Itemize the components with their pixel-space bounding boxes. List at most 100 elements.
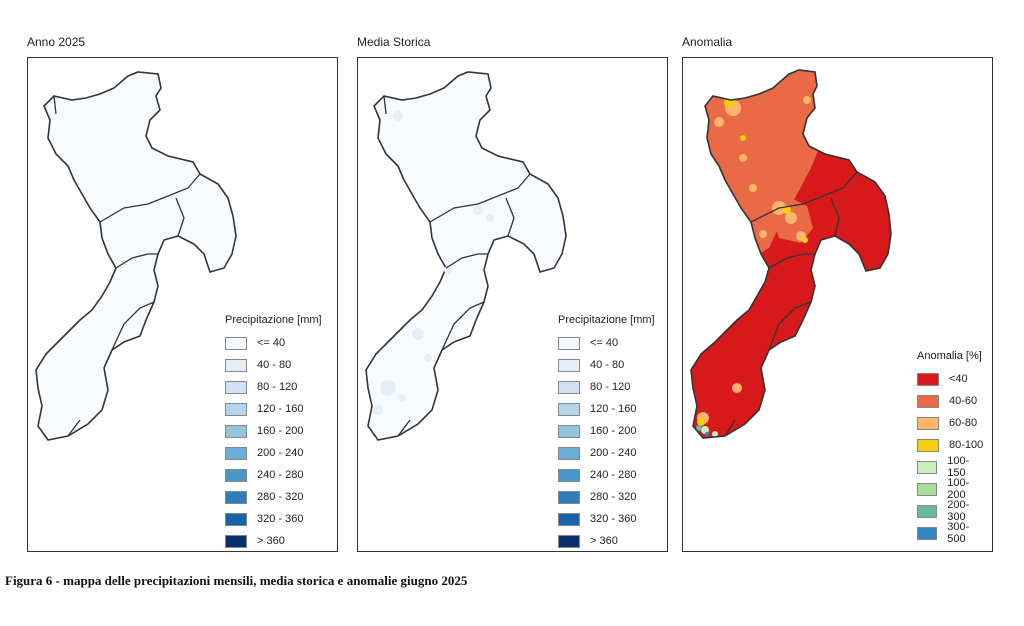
precip-legend-row: 320 - 360 <box>558 508 655 530</box>
precip-legend-swatch <box>225 490 247 504</box>
region-outline <box>365 71 567 441</box>
legend-title: Anomalia [%] <box>917 350 982 362</box>
light-blue-patches <box>373 111 494 415</box>
panel-title-media-storica: Media Storica <box>357 35 431 49</box>
precip-legend-label: 40 - 80 <box>257 359 292 371</box>
precip-legend-label: 240 - 280 <box>257 469 304 481</box>
anomaly-legend-row: 40-60 <box>917 390 984 412</box>
anomaly-legend-label: <40 <box>949 373 968 385</box>
anomaly-legend-label: 200-300 <box>947 499 970 523</box>
precip-legend-label: 80 - 120 <box>257 381 298 393</box>
precip-legend-label: > 360 <box>590 535 618 547</box>
precip-legend-swatch <box>558 512 580 526</box>
anomaly-legend-row: <40 <box>917 368 984 390</box>
precip-legend-swatch <box>558 358 580 372</box>
precip-legend-row: 40 - 80 <box>225 354 322 376</box>
precip-legend-swatch <box>225 402 247 416</box>
precip-legend-swatch <box>558 402 580 416</box>
precip-legend-row: 240 - 280 <box>558 464 655 486</box>
precip-legend-swatch <box>558 380 580 394</box>
precip-legend-row: 200 - 240 <box>225 442 322 464</box>
map-panel-anomalia: Anomalia [%] <40 40-60 60-80 80-100 100-150 1… <box>682 57 993 552</box>
precip-legend-label: 280 - 320 <box>257 491 304 503</box>
precip-legend-swatch <box>225 380 247 394</box>
precip-legend-label: 200 - 240 <box>257 447 304 459</box>
precip-legend-label: 200 - 240 <box>590 447 637 459</box>
precip-legend-label: 240 - 280 <box>590 469 637 481</box>
anomaly-legend-label: 40-60 <box>949 395 978 407</box>
map-panel-anno-2025: Precipitazione [mm] <= 40 40 - 80 80 - 120… <box>27 57 338 552</box>
precip-legend-row: 240 - 280 <box>225 464 322 486</box>
precip-legend-swatch <box>558 490 580 504</box>
panel-title-anomalia: Anomalia <box>682 35 733 49</box>
province-boundaries <box>724 171 858 437</box>
precip-legend-row: > 360 <box>225 530 322 551</box>
precip-legend-swatch <box>225 446 247 460</box>
anomaly-legend-swatch <box>917 394 939 408</box>
anomaly-legend-row: 300-500 <box>917 521 984 545</box>
anomaly-legend-swatch <box>917 460 938 474</box>
precip-legend-swatch <box>225 358 247 372</box>
province-boundaries <box>53 95 201 437</box>
anomaly-legend-label: 80-100 <box>949 439 984 451</box>
precip-legend-label: 160 - 200 <box>590 425 637 437</box>
precip-legend-swatch <box>225 336 247 350</box>
precip-legend-row: 320 - 360 <box>225 508 322 530</box>
precip-legend-swatch <box>558 468 580 482</box>
legend-anomalia: Anomalia [%] <40 40-60 60-80 80-100 100-150 1… <box>907 344 992 550</box>
anomaly-legend-swatch <box>917 504 938 518</box>
anomaly-legend-label: 100-150 <box>947 455 970 479</box>
precip-legend-swatch <box>225 534 247 548</box>
precip-legend-label: 160 - 200 <box>257 425 304 437</box>
precip-legend-row: 200 - 240 <box>558 442 655 464</box>
calabria-map-2025 <box>35 71 237 441</box>
panel-title-anno-2025: Anno 2025 <box>27 35 86 49</box>
calabria-map-media <box>365 71 567 441</box>
precip-legend-label: 40 - 80 <box>590 359 625 371</box>
precip-legend-label: <= 40 <box>257 337 286 349</box>
precip-legend-label: > 360 <box>257 535 285 547</box>
legend-rows-anomaly: <40 40-60 60-80 80-100 100-150 100-200 200-300… <box>917 368 984 545</box>
legend-rows: <= 40 40 - 80 80 - 120 120 - 160 160 - 200 20… <box>558 332 655 551</box>
province-boundaries <box>383 95 531 437</box>
legend-rows: <= 40 40 - 80 80 - 120 120 - 160 160 - 200 20… <box>225 332 322 551</box>
map-panel-media-storica: Precipitazione [mm] <= 40 40 - 80 80 - 120… <box>357 57 668 552</box>
precip-legend-swatch <box>558 446 580 460</box>
legend-precipitazione-media: Precipitazione [mm] <= 40 40 - 80 80 - 120… <box>558 314 655 551</box>
legend-title: Precipitazione [mm] <box>558 314 655 326</box>
anomaly-legend-swatch <box>917 482 938 496</box>
precip-legend-row: 160 - 200 <box>225 420 322 442</box>
anomaly-legend-row: 100-150 <box>917 455 984 479</box>
precip-legend-label: 120 - 160 <box>257 403 304 415</box>
precip-legend-row: 80 - 120 <box>225 376 322 398</box>
precip-legend-row: 120 - 160 <box>558 398 655 420</box>
precip-legend-swatch <box>225 468 247 482</box>
anomaly-legend-row: 100-200 <box>917 477 984 501</box>
precip-legend-label: 80 - 120 <box>590 381 631 393</box>
precip-legend-row: 40 - 80 <box>558 354 655 376</box>
legend-title: Precipitazione [mm] <box>225 314 322 326</box>
precip-legend-swatch <box>225 512 247 526</box>
anomaly-legend-swatch <box>917 526 938 540</box>
precip-legend-row: 280 - 320 <box>558 486 655 508</box>
anomaly-legend-swatch <box>917 416 939 430</box>
anomaly-legend-label: 60-80 <box>949 417 978 429</box>
anomaly-legend-row: 80-100 <box>917 434 984 456</box>
anomaly-legend-label: 300-500 <box>947 521 970 545</box>
precip-legend-label: <= 40 <box>590 337 619 349</box>
region-outline <box>690 69 892 439</box>
precip-legend-row: 160 - 200 <box>558 420 655 442</box>
precip-legend-swatch <box>225 424 247 438</box>
anomaly-legend-row: 200-300 <box>917 499 984 523</box>
precip-legend-swatch <box>558 424 580 438</box>
precip-legend-swatch <box>558 336 580 350</box>
anomaly-legend-row: 60-80 <box>917 412 984 434</box>
precip-legend-row: <= 40 <box>225 332 322 354</box>
precip-legend-label: 320 - 360 <box>590 513 637 525</box>
legend-precipitazione-2025: Precipitazione [mm] <= 40 40 - 80 80 - 120… <box>225 314 322 551</box>
precip-legend-swatch <box>558 534 580 548</box>
precip-legend-row: > 360 <box>558 530 655 551</box>
precip-legend-label: 320 - 360 <box>257 513 304 525</box>
precip-legend-label: 120 - 160 <box>590 403 637 415</box>
precip-legend-row: 120 - 160 <box>225 398 322 420</box>
